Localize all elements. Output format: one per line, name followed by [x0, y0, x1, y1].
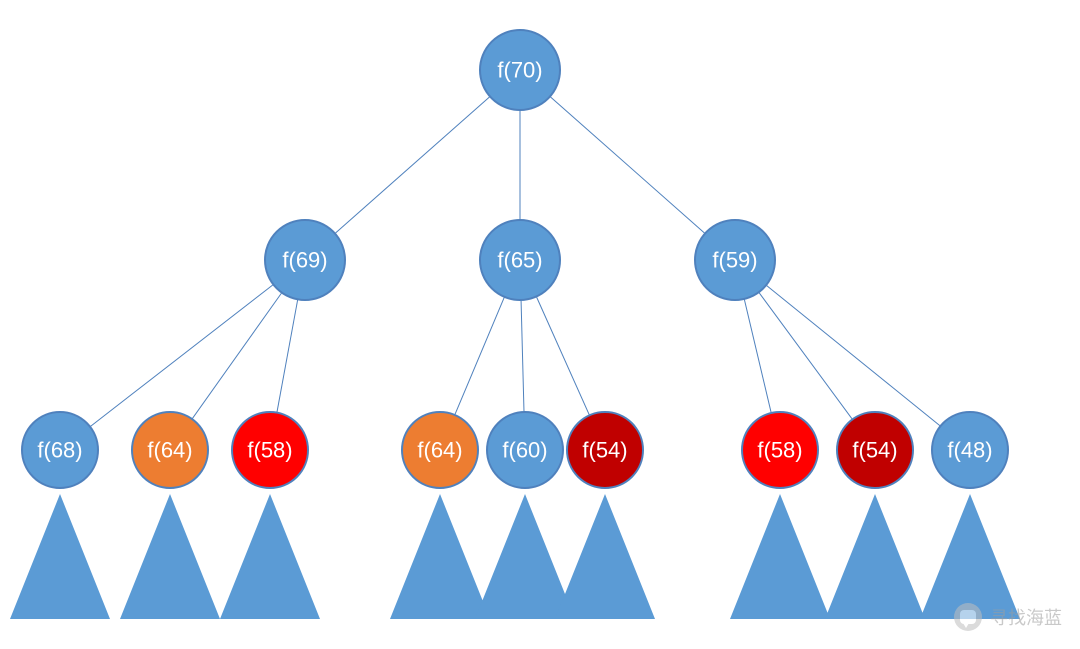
node-label: f(64) — [417, 438, 462, 463]
node-n59: f(59) — [695, 220, 775, 300]
node-label: f(59) — [712, 248, 757, 273]
subtree-triangle — [555, 494, 655, 619]
node-label: f(54) — [582, 438, 627, 463]
edge — [759, 292, 853, 419]
wechat-icon — [954, 603, 982, 631]
node-l58b: f(58) — [742, 412, 818, 488]
node-l48: f(48) — [932, 412, 1008, 488]
node-l60: f(60) — [487, 412, 563, 488]
node-label: f(54) — [852, 438, 897, 463]
subtree-triangle — [390, 494, 490, 619]
node-label: f(68) — [37, 438, 82, 463]
subtree-triangle — [220, 494, 320, 619]
watermark: 寻找海蓝 — [954, 603, 1062, 631]
node-label: f(58) — [757, 438, 802, 463]
node-root: f(70) — [480, 30, 560, 110]
subtree-triangle — [920, 494, 1020, 619]
node-l54a: f(54) — [567, 412, 643, 488]
edge — [192, 293, 282, 419]
node-label: f(48) — [947, 438, 992, 463]
node-label: f(64) — [147, 438, 192, 463]
node-l68: f(68) — [22, 412, 98, 488]
watermark-text: 寻找海蓝 — [990, 604, 1062, 630]
nodes: f(70) f(69) f(65) f(59) f(68) f(64) f(58) f(64)… — [22, 30, 1008, 488]
subtree-triangle — [475, 494, 575, 619]
edge — [766, 285, 940, 426]
node-label: f(58) — [247, 438, 292, 463]
edge — [335, 96, 490, 233]
edge — [90, 285, 273, 427]
node-l58a: f(58) — [232, 412, 308, 488]
subtree-triangle — [10, 494, 110, 619]
node-label: f(70) — [497, 58, 542, 83]
subtree-triangle — [730, 494, 830, 619]
subtree-triangle — [825, 494, 925, 619]
node-n65: f(65) — [480, 220, 560, 300]
node-l64a: f(64) — [132, 412, 208, 488]
node-n69: f(69) — [265, 220, 345, 300]
edge — [521, 300, 524, 412]
edge — [455, 297, 505, 415]
edge — [744, 299, 771, 413]
node-label: f(60) — [502, 438, 547, 463]
edge — [536, 297, 589, 416]
node-l64b: f(64) — [402, 412, 478, 488]
subtree-triangle — [120, 494, 220, 619]
node-label: f(69) — [282, 248, 327, 273]
subtree-triangles — [10, 494, 1020, 619]
node-l54b: f(54) — [837, 412, 913, 488]
edge — [277, 299, 298, 412]
node-label: f(65) — [497, 248, 542, 273]
edge — [550, 96, 705, 233]
recursion-tree-diagram: f(70) f(69) f(65) f(59) f(68) f(64) f(58) f(64)… — [0, 0, 1080, 649]
